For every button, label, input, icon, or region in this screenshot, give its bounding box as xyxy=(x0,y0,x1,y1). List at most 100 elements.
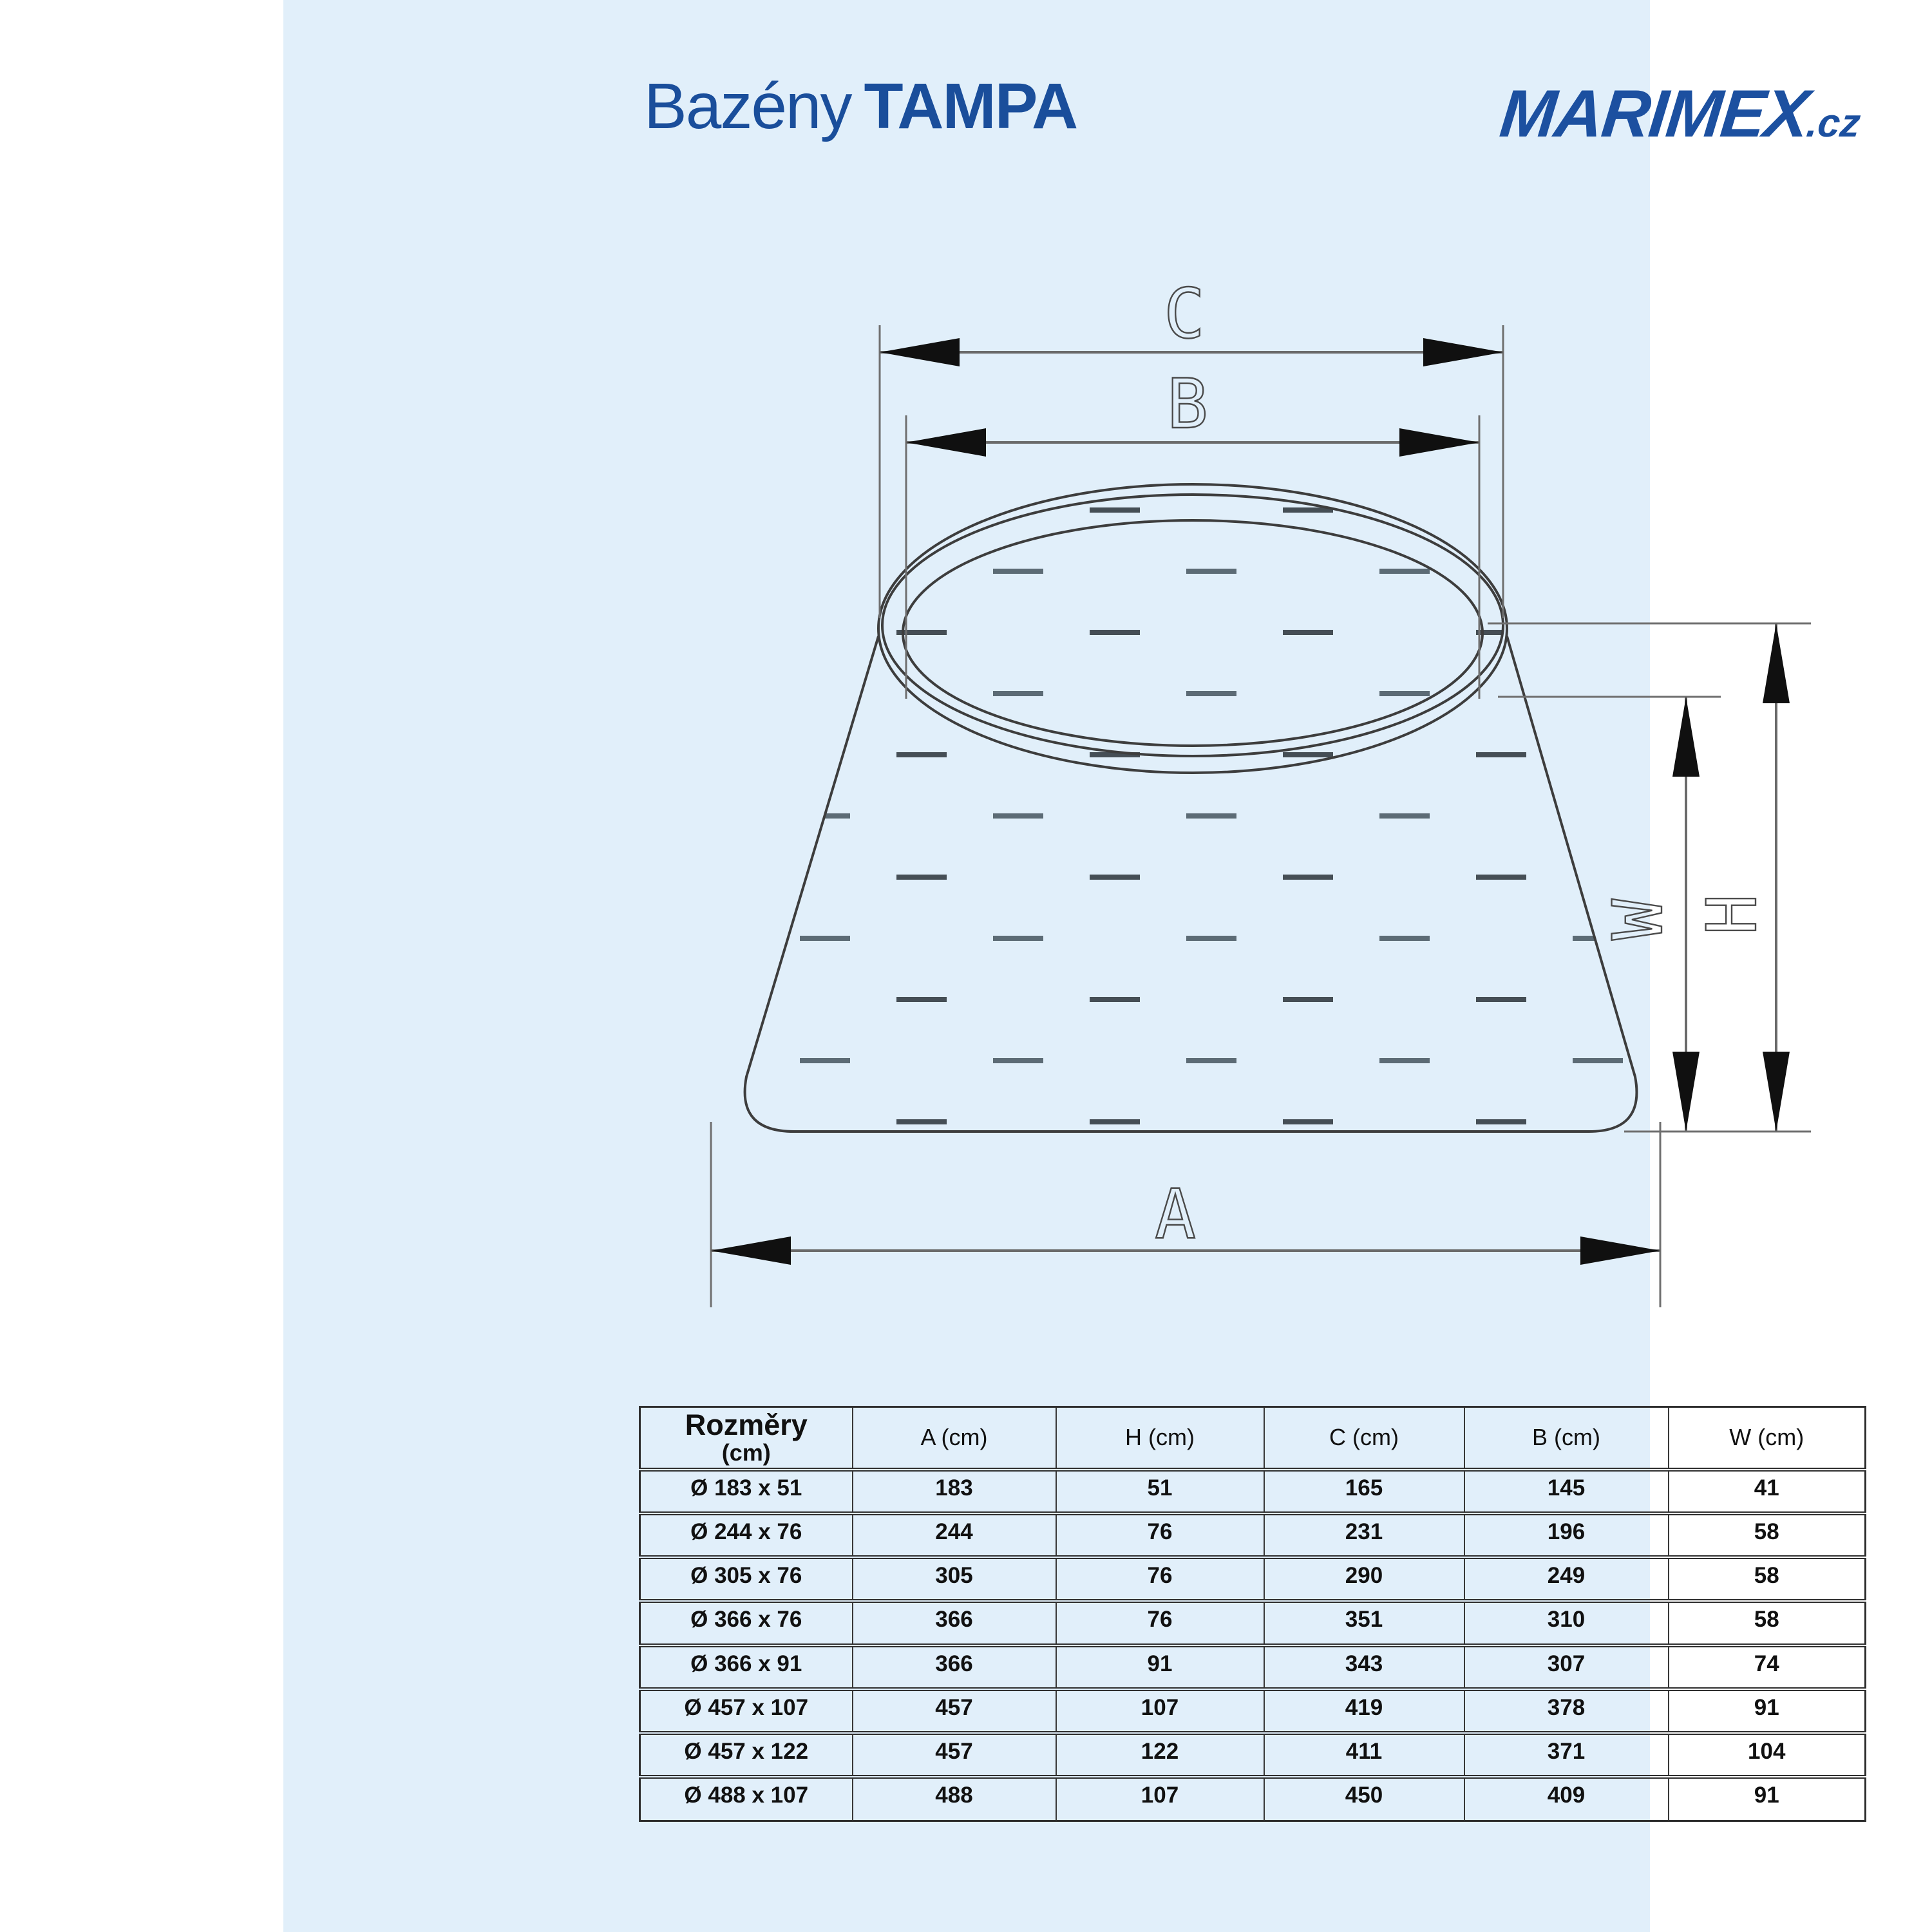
table-cell-c: 165 xyxy=(1263,1467,1465,1513)
table-cell-c: 419 xyxy=(1263,1687,1465,1733)
column-header-title: Rozměry xyxy=(685,1408,808,1442)
table-cell-b: 378 xyxy=(1463,1687,1669,1733)
table-cell-w: 41 xyxy=(1667,1467,1866,1513)
table-cell-size: Ø 366 x 76 xyxy=(639,1599,853,1645)
table-row: Ø 457 x 122 457 122 411 371 104 xyxy=(639,1730,1866,1777)
table-cell-size: Ø 183 x 51 xyxy=(639,1467,853,1513)
table-cell-a: 457 xyxy=(851,1730,1057,1777)
dim-w: W xyxy=(1498,696,1721,1132)
pool-ring-inner xyxy=(881,493,1504,757)
table-cell-b: 371 xyxy=(1463,1730,1669,1777)
dim-a: A xyxy=(710,1122,1662,1307)
table-row: Ø 183 x 51 183 51 165 145 41 xyxy=(639,1467,1866,1513)
table-cell-a: 457 xyxy=(851,1687,1057,1733)
brand-bazeny-tampa: Bazény TAMPA xyxy=(644,70,1079,144)
table-cell-c: 231 xyxy=(1263,1511,1465,1557)
column-header-rozmery: Rozměry (cm) xyxy=(639,1406,853,1470)
pool-cone-body xyxy=(743,636,1638,1133)
column-header-unit: (cm) xyxy=(721,1439,771,1466)
dim-h-arrow-bottom xyxy=(1763,1052,1790,1132)
table-cell-h: 107 xyxy=(1055,1775,1265,1821)
column-header: H (cm) xyxy=(1055,1406,1265,1470)
table-row: Ø 488 x 107 488 107 450 409 91 xyxy=(639,1775,1866,1821)
table-cell-w: 58 xyxy=(1667,1555,1866,1602)
dim-w-arrow-top xyxy=(1672,697,1700,777)
table-cell-h: 76 xyxy=(1055,1599,1265,1645)
water-dash-texture xyxy=(744,495,1637,1132)
dim-c-label: C xyxy=(1164,274,1205,354)
dim-b-label: B xyxy=(1167,365,1208,444)
dim-c-arrow-left xyxy=(880,338,960,366)
dim-b-arrow-right xyxy=(1399,428,1479,457)
table-cell-size: Ø 305 x 76 xyxy=(639,1555,853,1602)
size-table: Rozměry (cm) A (cm) H (cm) C (cm) B (cm) W (… xyxy=(639,1406,1866,1822)
dim-c: C xyxy=(878,274,1504,618)
size-table-head: Rozměry (cm) A (cm) H (cm) C (cm) B (cm) W (… xyxy=(639,1406,1866,1470)
table-cell-h: 107 xyxy=(1055,1687,1265,1733)
table-cell-c: 411 xyxy=(1263,1730,1465,1777)
dim-b: B xyxy=(905,364,1481,699)
table-row: Ø 366 x 76 366 76 351 310 58 xyxy=(639,1599,1866,1645)
table-cell-c: 343 xyxy=(1263,1643,1465,1689)
dim-a-arrow-left xyxy=(711,1236,791,1265)
table-cell-a: 183 xyxy=(851,1467,1057,1513)
table-cell-b: 145 xyxy=(1463,1467,1669,1513)
table-cell-size: Ø 244 x 76 xyxy=(639,1511,853,1557)
table-row: Ø 457 x 107 457 107 419 378 91 xyxy=(639,1687,1866,1733)
table-row: Ø 305 x 76 305 76 290 249 58 xyxy=(639,1555,1866,1602)
sheet-background: Bazény TAMPA MARIMEX.cz xyxy=(283,0,1866,1932)
table-cell-c: 290 xyxy=(1263,1555,1465,1602)
table-row: Ø 244 x 76 244 76 231 196 58 xyxy=(639,1511,1866,1557)
table-cell-a: 366 xyxy=(851,1643,1057,1689)
column-header: C (cm) xyxy=(1263,1406,1465,1470)
pool-diagram: C B A xyxy=(710,274,1811,1307)
table-cell-a: 366 xyxy=(851,1599,1057,1645)
table-cell-size: Ø 457 x 122 xyxy=(639,1730,853,1777)
table-cell-h: 51 xyxy=(1055,1467,1265,1513)
table-header-row: Rozměry (cm) A (cm) H (cm) C (cm) B (cm) W (… xyxy=(639,1406,1866,1470)
dim-b-arrow-left xyxy=(906,428,986,457)
table-cell-b: 307 xyxy=(1463,1643,1669,1689)
dim-a-arrow-right xyxy=(1580,1236,1660,1265)
dim-w-arrow-bottom xyxy=(1672,1052,1700,1132)
brand-prefix: Bazény xyxy=(644,70,853,142)
dim-c-arrow-right xyxy=(1423,338,1503,366)
table-cell-w: 104 xyxy=(1667,1730,1866,1777)
table-cell-w: 58 xyxy=(1667,1599,1866,1645)
table-cell-h: 76 xyxy=(1055,1555,1265,1602)
table-cell-w: 58 xyxy=(1667,1511,1866,1557)
column-header: B (cm) xyxy=(1463,1406,1669,1470)
table-row: Ø 366 x 91 366 91 343 307 74 xyxy=(639,1643,1866,1689)
table-cell-a: 244 xyxy=(851,1511,1057,1557)
table-cell-b: 249 xyxy=(1463,1555,1669,1602)
dim-h-arrow-top xyxy=(1763,623,1790,703)
table-cell-h: 76 xyxy=(1055,1511,1265,1557)
dim-a-label: A xyxy=(1155,1175,1196,1254)
table-cell-a: 305 xyxy=(851,1555,1057,1602)
table-cell-w: 91 xyxy=(1667,1775,1866,1821)
table-cell-b: 196 xyxy=(1463,1511,1669,1557)
pool-ring-outer xyxy=(877,483,1508,774)
size-table-body: Ø 183 x 51 183 51 165 145 41 Ø 244 x 76 244 76 23… xyxy=(639,1467,1866,1821)
table-cell-c: 450 xyxy=(1263,1775,1465,1821)
table-cell-size: Ø 366 x 91 xyxy=(639,1643,853,1689)
table-cell-w: 74 xyxy=(1667,1643,1866,1689)
table-cell-c: 351 xyxy=(1263,1599,1465,1645)
dim-h-label: H xyxy=(1692,894,1772,935)
table-cell-w: 91 xyxy=(1667,1687,1866,1733)
column-header: A (cm) xyxy=(851,1406,1057,1470)
table-cell-size: Ø 457 x 107 xyxy=(639,1687,853,1733)
column-header: W (cm) xyxy=(1667,1406,1866,1470)
table-cell-a: 488 xyxy=(851,1775,1057,1821)
brand-name-tampa: TAMPA xyxy=(864,70,1079,142)
dim-h: H xyxy=(1488,622,1811,1133)
pool-outline xyxy=(743,483,1638,1133)
table-cell-b: 409 xyxy=(1463,1775,1669,1821)
table-cell-b: 310 xyxy=(1463,1599,1669,1645)
pool-water-surface xyxy=(902,519,1484,747)
table-cell-h: 91 xyxy=(1055,1643,1265,1689)
table-cell-size: Ø 488 x 107 xyxy=(639,1775,853,1821)
dim-w-label: W xyxy=(1598,899,1678,940)
table-cell-h: 122 xyxy=(1055,1730,1265,1777)
